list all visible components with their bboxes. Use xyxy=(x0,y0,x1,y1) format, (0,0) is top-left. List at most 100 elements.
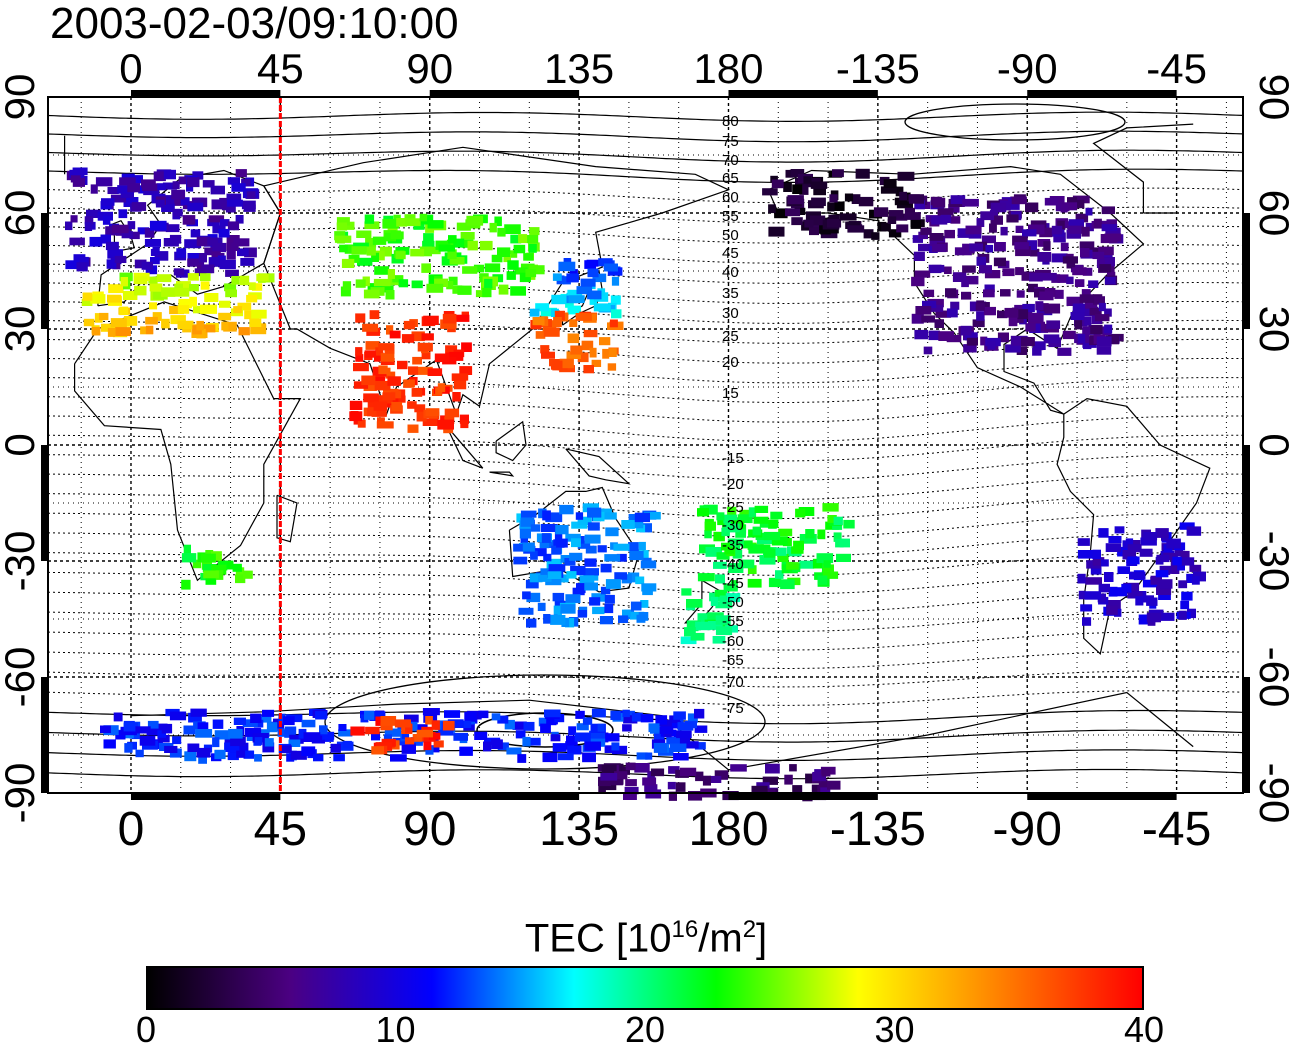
tec-cell xyxy=(945,288,957,298)
tec-cell xyxy=(555,525,569,535)
tec-cell xyxy=(583,568,599,576)
tec-cell xyxy=(739,509,751,517)
tec-cell xyxy=(237,248,249,257)
left-lat-tick-label: -90 xyxy=(0,762,43,824)
tec-cell xyxy=(604,745,618,753)
tec-cell xyxy=(540,723,551,733)
tec-cell xyxy=(829,194,838,203)
tec-cell xyxy=(227,199,243,207)
tec-cell xyxy=(491,739,503,750)
tec-cell xyxy=(727,538,744,547)
tec-cell xyxy=(95,177,113,187)
tec-cell xyxy=(1051,253,1068,263)
tec-cell xyxy=(466,215,484,226)
tec-cell xyxy=(186,177,200,188)
tec-cell xyxy=(1174,547,1184,557)
top-lon-tick-label: -45 xyxy=(1146,45,1207,92)
mlat-label: -65 xyxy=(722,652,744,669)
tec-cell xyxy=(932,197,946,208)
tec-cell xyxy=(770,175,778,183)
tec-cell xyxy=(246,191,256,199)
tec-cell xyxy=(177,305,190,314)
tec-cell xyxy=(244,727,262,737)
tec-cell xyxy=(1093,218,1102,229)
tec-cell xyxy=(702,775,711,786)
tec-cell xyxy=(752,526,761,536)
tec-cell xyxy=(525,579,539,589)
tec-cell xyxy=(431,720,440,730)
tec-cell xyxy=(835,538,844,548)
tec-cell xyxy=(1104,308,1112,317)
tec-cell xyxy=(1080,248,1090,258)
tec-cell xyxy=(369,310,380,320)
tec-cell xyxy=(189,284,199,292)
tec-cell xyxy=(529,308,540,317)
tec-cell xyxy=(950,195,966,205)
tec-cell xyxy=(99,312,109,321)
tec-cell xyxy=(1090,567,1102,575)
tec-cell xyxy=(990,202,1007,213)
tec-cell xyxy=(833,532,842,542)
tec-cell xyxy=(530,524,541,532)
tec-cell xyxy=(145,325,154,335)
tec-cell xyxy=(103,725,119,736)
top-border-segment xyxy=(130,90,281,97)
tec-cell xyxy=(582,717,593,725)
tec-cell xyxy=(1054,289,1064,299)
tec-cell xyxy=(381,285,394,293)
tec-cell xyxy=(182,215,196,225)
bottom-border-segment xyxy=(728,793,878,800)
tec-cell xyxy=(724,546,735,555)
tec-cell xyxy=(303,732,321,742)
tec-cell xyxy=(716,552,730,560)
tec-cell xyxy=(614,572,628,580)
mlat-label: 25 xyxy=(722,328,739,345)
tec-cell xyxy=(363,289,380,299)
tec-cell xyxy=(728,563,744,573)
tec-cell xyxy=(453,380,467,390)
tec-cell xyxy=(401,334,415,343)
tec-cell xyxy=(946,308,958,318)
tec-cell xyxy=(65,221,73,231)
mlat-label: -45 xyxy=(722,575,744,592)
tec-cell xyxy=(719,595,727,604)
tec-cell xyxy=(479,240,493,251)
tec-cell xyxy=(1179,557,1195,566)
tec-cell xyxy=(1189,564,1202,572)
tec-cell xyxy=(333,754,345,762)
tec-cell xyxy=(954,247,972,256)
tec-cell xyxy=(1114,526,1125,534)
right-border-segment xyxy=(1243,445,1250,561)
tec-cell xyxy=(520,517,535,527)
tec-cell xyxy=(419,246,432,257)
tec-cell xyxy=(684,741,699,749)
tec-cell xyxy=(732,550,743,559)
tec-cell xyxy=(437,419,454,430)
tec-cell xyxy=(600,563,612,573)
tec-cell xyxy=(551,545,562,555)
tec-cell xyxy=(342,281,352,291)
tec-cell xyxy=(547,571,562,579)
tec-cell xyxy=(155,199,165,208)
tec-cell xyxy=(153,292,168,300)
tec-cell xyxy=(353,363,369,372)
tec-cell xyxy=(741,540,753,549)
tec-cell xyxy=(543,327,560,337)
tec-cell xyxy=(1025,202,1039,213)
tec-cell xyxy=(1186,526,1202,536)
tec-cell xyxy=(1140,537,1157,546)
tec-cell xyxy=(152,312,162,321)
tec-cell xyxy=(580,278,596,287)
tec-cell xyxy=(622,724,632,732)
bottom-border-segment xyxy=(429,793,580,800)
tec-cell xyxy=(768,204,776,214)
tec-cell xyxy=(150,257,160,265)
tec-cell xyxy=(911,313,924,324)
tec-cell xyxy=(684,627,696,637)
tec-cell xyxy=(1077,538,1090,546)
mlat-label: 45 xyxy=(722,245,739,262)
tec-cell xyxy=(584,582,598,591)
tec-cell xyxy=(770,511,783,520)
tec-cell xyxy=(250,324,267,335)
tec-cell xyxy=(1098,257,1115,267)
